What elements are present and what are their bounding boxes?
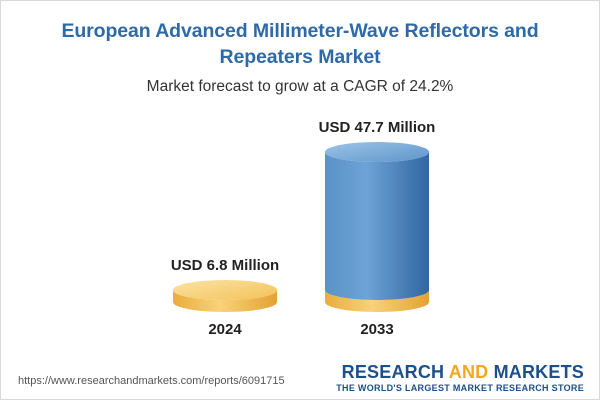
- category-label: 2033: [360, 321, 393, 338]
- chart-subtitle: Market forecast to grow at a CAGR of 24.…: [146, 78, 454, 95]
- brand-tagline: THE WORLD'S LARGEST MARKET RESEARCH STOR…: [336, 383, 584, 393]
- value-label: USD 6.8 Million: [171, 257, 279, 274]
- bar-2024: [173, 280, 277, 312]
- brand-name: RESEARCH AND MARKETS: [341, 362, 584, 382]
- bar-column-top: [325, 142, 429, 162]
- category-label: 2024: [208, 321, 242, 338]
- bar-base-top: [173, 280, 277, 300]
- bar-base-side: [173, 290, 277, 312]
- bar-base-side: [325, 290, 429, 312]
- chart-title: European Advanced Millimeter-Wave Reflec…: [61, 20, 539, 68]
- source-url[interactable]: https://www.researchandmarkets.com/repor…: [18, 375, 285, 387]
- value-label: USD 47.7 Million: [319, 119, 436, 136]
- bar-2033: [325, 142, 429, 312]
- brand-logo: RESEARCH AND MARKETS THE WORLD'S LARGEST…: [336, 362, 584, 394]
- bar-column-side: [325, 152, 429, 300]
